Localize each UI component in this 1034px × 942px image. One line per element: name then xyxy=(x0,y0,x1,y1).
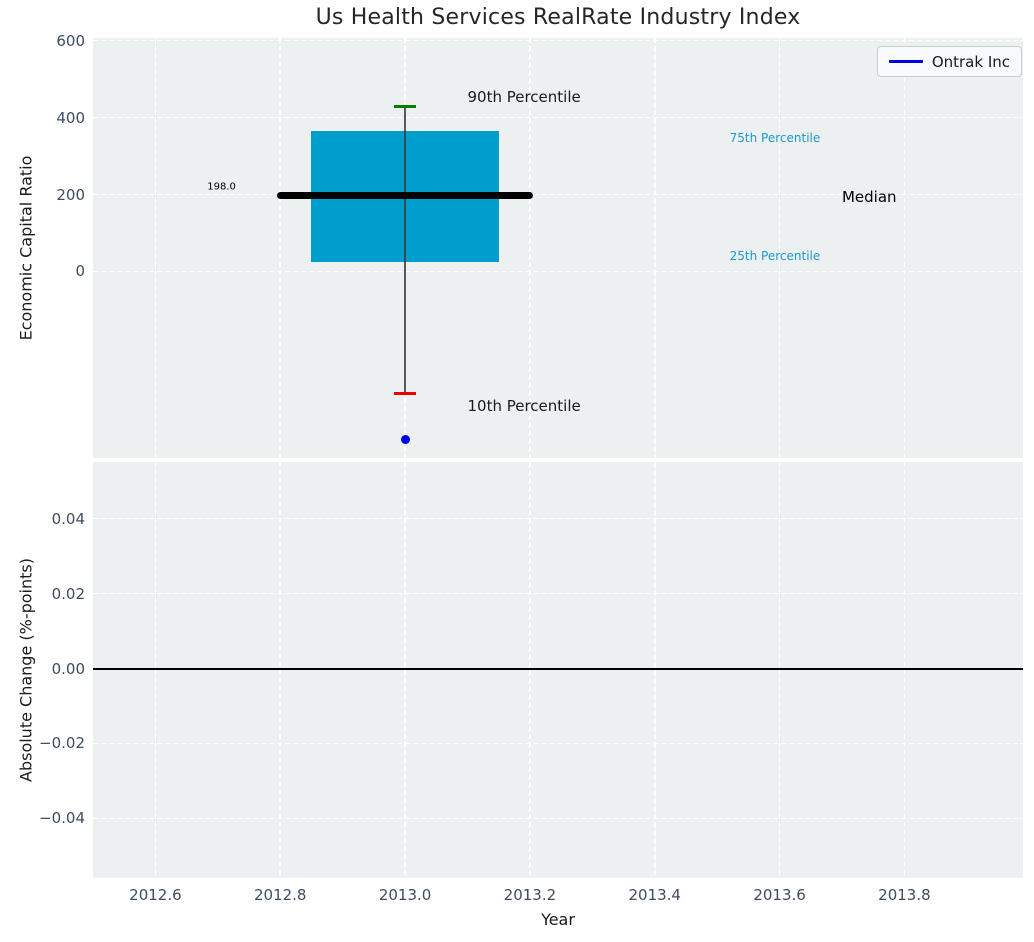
bottom-plot-area xyxy=(93,462,1023,878)
annotation-75th-percentile: 75th Percentile xyxy=(729,131,821,146)
gridline-vertical xyxy=(154,38,157,458)
y-tick-label: 0 xyxy=(75,262,85,281)
x-tick-label: 2012.8 xyxy=(253,886,307,904)
x-tick-label: 2013.6 xyxy=(753,886,806,904)
gridline-vertical xyxy=(903,462,906,878)
annotation-10th-percentile: 10th Percentile xyxy=(467,396,581,415)
gridline-horizontal xyxy=(93,742,1023,745)
gridline-vertical xyxy=(529,462,531,878)
whisker-cap-90 xyxy=(394,104,416,108)
y-tick-label: 0.04 xyxy=(51,509,85,528)
chart-title: Us Health Services RealRate Industry Ind… xyxy=(315,5,801,30)
gridline-vertical xyxy=(404,462,406,878)
whisker-line xyxy=(404,106,406,394)
y-tick-label: −0.02 xyxy=(39,734,85,753)
gridline-horizontal xyxy=(93,270,1023,273)
legend-label: Ontrak Inc xyxy=(931,52,1010,71)
gridline-vertical xyxy=(279,38,282,458)
gridline-vertical xyxy=(903,38,906,458)
y-axis-label-top: Economic Capital Ratio xyxy=(16,155,36,341)
data-point-ontrak xyxy=(400,435,410,445)
gridline-horizontal xyxy=(93,39,1023,42)
gridline-horizontal xyxy=(93,517,1023,520)
legend: Ontrak Inc xyxy=(876,46,1022,77)
gridline-vertical xyxy=(279,462,282,878)
gridline-horizontal xyxy=(93,116,1023,119)
y-tick-label: 200 xyxy=(56,185,85,204)
gridline-horizontal xyxy=(93,817,1023,820)
gridline-vertical xyxy=(653,38,656,458)
gridline-vertical xyxy=(529,38,531,458)
annotation-90th-percentile: 90th Percentile xyxy=(467,88,581,107)
gridline-vertical xyxy=(653,462,656,878)
x-tick-label: 2013.4 xyxy=(628,886,681,904)
y-tick-label: −0.04 xyxy=(39,809,85,828)
median-line xyxy=(277,191,533,199)
annotation-median: Median xyxy=(841,188,897,207)
zero-line xyxy=(93,667,1023,670)
gridline-horizontal xyxy=(93,592,1023,595)
annotation-25th-percentile: 25th Percentile xyxy=(729,249,821,264)
x-tick-label: 2012.6 xyxy=(129,886,182,904)
x-tick-label: 2013.8 xyxy=(878,886,931,904)
gridline-vertical xyxy=(778,38,781,458)
gridline-vertical xyxy=(154,462,157,878)
gridline-vertical xyxy=(778,462,781,878)
legend-line-icon xyxy=(888,60,923,63)
y-tick-label: 600 xyxy=(56,31,85,50)
y-tick-label: 0.00 xyxy=(51,659,85,678)
x-tick-label: 2013.0 xyxy=(378,886,432,904)
y-tick-label: 0.02 xyxy=(51,584,85,603)
annotation-198-0: 198.0 xyxy=(207,181,236,193)
x-axis-label: Year xyxy=(541,910,575,929)
y-tick-label: 400 xyxy=(56,108,85,127)
x-tick-label: 2013.2 xyxy=(503,886,557,904)
top-plot-area xyxy=(93,38,1023,458)
gridline-horizontal xyxy=(93,193,1023,196)
whisker-cap-10 xyxy=(394,392,416,396)
